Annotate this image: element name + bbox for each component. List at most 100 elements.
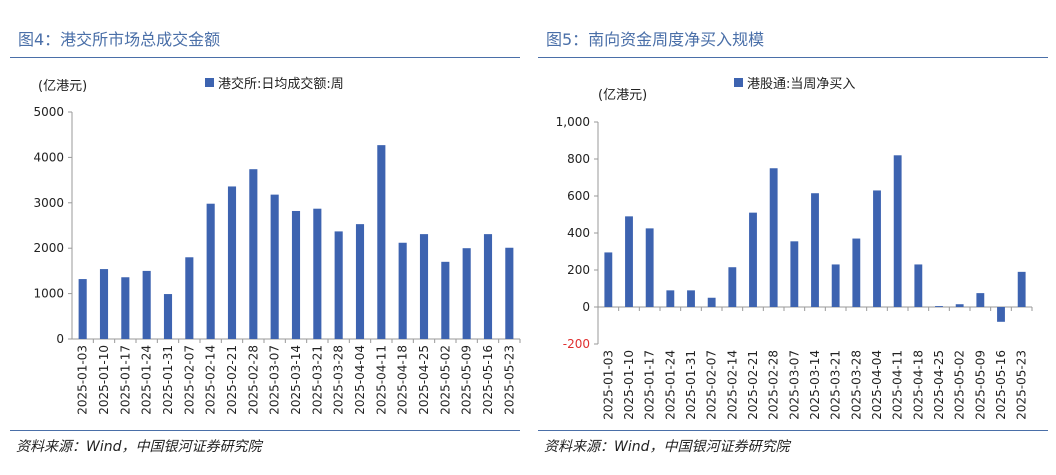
y-tick-label: 5000: [33, 105, 64, 119]
x-tick-label: 2025-03-14: [808, 350, 822, 420]
bar: [687, 290, 695, 307]
bar: [249, 169, 258, 339]
bar: [893, 155, 902, 307]
y-tick-label: 400: [567, 226, 590, 240]
bar: [78, 279, 87, 339]
bar: [666, 290, 675, 307]
x-tick-label: 2025-03-21: [829, 350, 843, 420]
x-tick-label: 2025-04-04: [870, 350, 884, 420]
bar: [914, 264, 923, 307]
y-tick-label: 600: [567, 189, 590, 203]
chart-panel-southbound-flow: 图5：南向资金周度净买入规模 (亿港元) 港股通:当周净买入 -200 0 200 400…: [538, 0, 1056, 475]
source-rule: [10, 430, 520, 431]
x-tick-label: 2025-02-28: [246, 345, 260, 415]
bar: [604, 252, 613, 307]
bar: [769, 168, 778, 307]
title-rule: [538, 57, 1048, 58]
y-tick-label: 200: [567, 263, 590, 277]
chart-panel-hkex-turnover: 图4：港交所市场总成交金额 (亿港元) 港交所:日均成交额:周 0 1000 2000 3…: [10, 0, 528, 475]
bar: [873, 190, 881, 307]
source-note: 资料来源：Wind，中国银河证券研究院: [16, 439, 262, 455]
x-tick-label: 2025-02-28: [767, 350, 781, 420]
y-tick-label: 0: [582, 300, 590, 314]
x-tick-label: 2025-02-14: [204, 345, 218, 415]
bar: [997, 307, 1005, 322]
chart-title: 图4：港交所市场总成交金额: [18, 30, 221, 49]
y-axis-unit-label: (亿港元): [598, 88, 647, 103]
x-tick-label: 2025-03-14: [289, 345, 303, 415]
y-tick-label: 2000: [33, 241, 64, 255]
bar: [852, 238, 861, 307]
bar: [334, 231, 343, 339]
x-tick-label: 2025-05-16: [481, 345, 495, 415]
y-tick-label: 4000: [33, 150, 64, 164]
x-tick-label: 2025-01-10: [622, 350, 636, 420]
x-tick-label: 2025-02-07: [705, 350, 719, 420]
bar: [313, 208, 322, 339]
bar: [976, 293, 985, 307]
x-tick-label: 2025-04-18: [396, 345, 410, 415]
x-tick-label: 2025-04-25: [417, 345, 431, 415]
x-tick-label: 2025-02-07: [182, 345, 196, 415]
chart-title: 图5：南向资金周度净买入规模: [546, 30, 765, 49]
x-tick-label: 2025-03-28: [849, 350, 863, 420]
x-tick-label: 2025-01-24: [140, 345, 154, 415]
x-tick-label: 2025-05-02: [438, 345, 452, 415]
bar: [99, 269, 109, 339]
x-tick-label: 2025-04-11: [891, 350, 905, 420]
x-tick-label: 2025-01-31: [684, 350, 698, 420]
bar: [831, 264, 840, 307]
bar: [728, 267, 737, 307]
y-axis-unit-label: (亿港元): [38, 79, 87, 94]
x-tick-label: 2025-03-07: [787, 350, 801, 420]
bar: [625, 216, 633, 307]
bar: [142, 270, 151, 339]
bar: [270, 194, 279, 339]
bar: [206, 203, 215, 339]
x-tick-label: 2025-01-31: [161, 345, 175, 415]
bar: [790, 241, 799, 307]
bar: [645, 228, 654, 307]
y-tick-label: -200: [563, 337, 590, 351]
bar: [462, 248, 471, 339]
bar: [441, 261, 450, 339]
y-tick-label: 1000: [33, 287, 64, 301]
x-tick-label: 2025-03-28: [332, 345, 346, 415]
x-tick-label: 2025-04-18: [911, 350, 925, 420]
x-tick-label: 2025-04-25: [932, 350, 946, 420]
bar: [1017, 271, 1026, 307]
bar: [121, 277, 130, 339]
y-tick-label: 0: [56, 332, 64, 346]
bar: [355, 224, 365, 339]
source-note: 资料来源：Wind，中国银河证券研究院: [544, 439, 790, 455]
title-rule: [10, 57, 520, 58]
x-tick-label: 2025-05-23: [502, 345, 516, 415]
bar: [935, 306, 943, 307]
bar: [398, 242, 407, 339]
x-tick-label: 2025-01-17: [643, 350, 657, 420]
legend-swatch: [734, 78, 743, 87]
bar: [811, 193, 819, 307]
x-tick-label: 2025-03-21: [310, 345, 324, 415]
x-tick-label: 2025-01-10: [97, 345, 111, 415]
legend-label: 港交所:日均成交额:周: [218, 76, 344, 92]
bar: [227, 186, 237, 339]
y-tick-label: 800: [567, 152, 590, 166]
x-tick-label: 2025-05-09: [973, 350, 987, 420]
y-tick-label: 1,000: [556, 115, 590, 129]
x-tick-label: 2025-02-14: [725, 350, 739, 420]
bar: [955, 304, 964, 307]
bar: [163, 294, 173, 339]
x-tick-label: 2025-02-21: [746, 350, 760, 420]
x-tick-label: 2025-05-02: [953, 350, 967, 420]
hkex-turnover-bar-chart: (亿港元) 港交所:日均成交额:周 0 1000 2000 3000 4000 5000 202…: [33, 76, 521, 415]
bar: [749, 212, 757, 307]
x-tick-label: 2025-02-21: [225, 345, 239, 415]
southbound-net-buy-bar-chart: (亿港元) 港股通:当周净买入 -200 0 200 400 600 800 1,000 2025…: [556, 77, 1033, 420]
bar: [419, 234, 429, 339]
legend-label: 港股通:当周净买入: [747, 77, 855, 92]
source-rule: [538, 430, 1048, 431]
x-tick-label: 2025-01-24: [663, 350, 677, 420]
bar: [185, 257, 194, 339]
